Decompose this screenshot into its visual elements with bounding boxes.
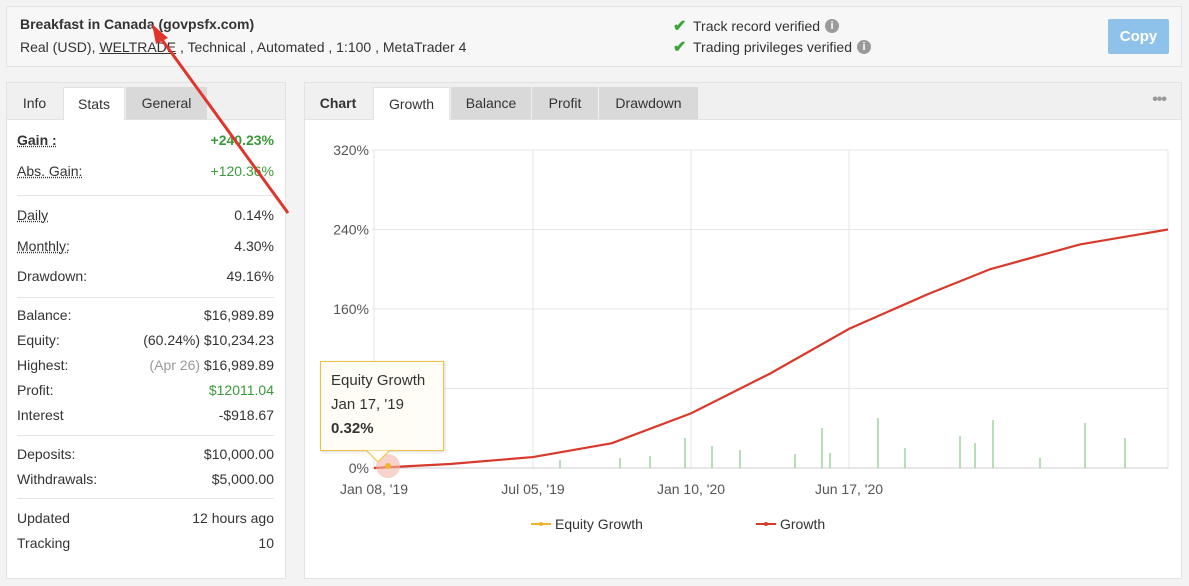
tab-profit[interactable]: Profit — [532, 87, 598, 119]
stat-label: Highest: — [17, 357, 69, 373]
tooltip-value: 0.32% — [331, 420, 374, 437]
equity-percent: (60.24%) — [143, 332, 201, 348]
tab-info[interactable]: Info — [22, 95, 47, 111]
stats-tabs: Info Stats General — [7, 83, 285, 120]
stat-interest: Interest -$918.67 — [17, 407, 274, 429]
stat-value: $10,234.23 — [203, 332, 274, 348]
legend-growth[interactable]: Growth — [756, 516, 825, 532]
system-subtitle: Real (USD), WELTRADE , Technical , Autom… — [20, 39, 466, 55]
stat-label: Balance: — [17, 307, 72, 323]
stat-label: Updated — [17, 510, 70, 526]
account-type: Real (USD), — [20, 39, 100, 55]
stat-deposits: Deposits: $10,000.00 — [17, 446, 274, 468]
divider — [17, 498, 274, 499]
more-options-icon[interactable]: ••• — [1152, 91, 1167, 108]
stat-profit: Profit: $12011.04 — [17, 382, 274, 404]
stat-label: Tracking — [17, 535, 71, 551]
tooltip-series: Equity Growth — [331, 372, 426, 389]
stat-monthly: Monthly: 4.30% — [17, 238, 274, 260]
system-title: Breakfast in Canada (govpsfx.com) — [20, 16, 255, 32]
tab-stats[interactable]: Stats — [63, 87, 125, 120]
tooltip-pointer — [366, 450, 391, 463]
stat-value: 12 hours ago — [192, 510, 274, 526]
stat-label: Profit: — [17, 382, 54, 398]
stat-balance: Balance: $16,989.89 — [17, 307, 274, 329]
stat-drawdown: Drawdown: 49.16% — [17, 268, 274, 290]
stat-label[interactable]: Gain : — [17, 132, 57, 148]
stat-equity: Equity: (60.24%) $10,234.23 — [17, 332, 274, 354]
stat-value: 10 — [258, 535, 274, 551]
trading-privileges-label: Trading privileges verified — [693, 39, 852, 55]
system-header: Breakfast in Canada (govpsfx.com) Real (… — [6, 6, 1182, 67]
legend-label: Equity Growth — [555, 516, 643, 532]
tab-drawdown[interactable]: Drawdown — [599, 87, 698, 119]
stat-value: +240.23% — [210, 132, 274, 148]
stat-updated: Updated 12 hours ago — [17, 510, 274, 532]
system-attributes: , Technical , Automated , 1:100 , MetaTr… — [176, 39, 467, 55]
stat-highest: Highest: (Apr 26) $16,989.89 — [17, 357, 274, 379]
tab-general[interactable]: General — [126, 87, 207, 119]
stat-label[interactable]: Monthly: — [17, 238, 70, 254]
stat-label: Equity: — [17, 332, 60, 348]
stat-value: $5,000.00 — [211, 471, 274, 487]
stat-value: $12011.04 — [208, 382, 274, 398]
chart-panel: Chart Growth Balance Profit Drawdown ••• — [304, 82, 1182, 579]
chart-tabs: Chart Growth Balance Profit Drawdown ••• — [305, 83, 1181, 120]
stat-withdrawals: Withdrawals: $5,000.00 — [17, 471, 274, 493]
stat-label[interactable]: Abs. Gain: — [17, 163, 83, 179]
legend-equity-growth[interactable]: Equity Growth — [531, 516, 643, 532]
stat-label: Interest — [17, 407, 64, 423]
check-icon: ✔ — [673, 18, 687, 35]
tab-growth[interactable]: Growth — [373, 87, 450, 120]
track-record-verified: ✔ Track record verified i — [673, 16, 840, 36]
stat-label: Deposits: — [17, 446, 76, 462]
stat-value: $16,989.89 — [203, 307, 274, 323]
stat-value: $16,989.89 — [203, 357, 274, 373]
stat-label: Withdrawals: — [17, 471, 98, 487]
track-record-label: Track record verified — [693, 18, 821, 34]
stat-value: -$918.67 — [218, 407, 274, 423]
stat-value: 0.14% — [234, 207, 274, 223]
stat-value: +120.36% — [210, 163, 274, 179]
tab-balance[interactable]: Balance — [451, 87, 531, 119]
stat-gain: Gain : +240.23% — [17, 132, 274, 154]
stat-daily: Daily 0.14% — [17, 207, 274, 229]
trading-privileges-verified: ✔ Trading privileges verified i — [673, 37, 871, 57]
tooltip-date: Jan 17, '19 — [331, 396, 404, 413]
divider — [17, 195, 274, 196]
broker-link[interactable]: WELTRADE — [99, 39, 177, 55]
stat-value: $10,000.00 — [203, 446, 274, 462]
info-icon[interactable]: i — [857, 40, 871, 54]
stat-abs-gain: Abs. Gain: +120.36% — [17, 163, 274, 185]
legend-equity-marker — [531, 522, 551, 526]
stats-panel: Info Stats General Gain : +240.23% Abs. G… — [6, 82, 286, 579]
legend-label: Growth — [780, 516, 826, 532]
stat-value: 49.16% — [226, 268, 274, 284]
stat-label: Drawdown: — [17, 268, 88, 284]
tab-chart: Chart — [319, 95, 357, 111]
divider — [17, 297, 274, 298]
stat-value: 4.30% — [234, 238, 274, 254]
chart-tooltip: Equity Growth Jan 17, '19 0.32% — [320, 361, 444, 451]
check-icon: ✔ — [673, 39, 687, 56]
legend-growth-marker — [756, 522, 776, 526]
stat-tracking: Tracking 10 — [17, 535, 274, 557]
divider — [17, 435, 274, 436]
copy-button[interactable]: Copy — [1108, 19, 1169, 54]
highest-date: (Apr 26) — [149, 357, 201, 373]
info-icon[interactable]: i — [825, 19, 840, 33]
stat-label[interactable]: Daily — [17, 207, 49, 223]
